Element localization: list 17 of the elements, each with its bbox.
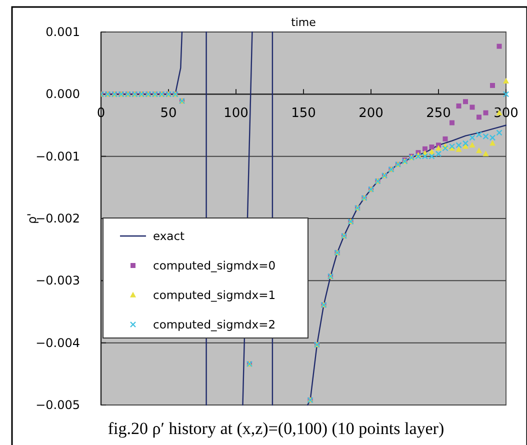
y-tick-label: −0.003 — [36, 274, 80, 288]
x-tick-label: 250 — [426, 106, 451, 122]
y-tick-label: −0.005 — [36, 398, 80, 412]
legend-label: exact — [153, 229, 186, 243]
y-tick-label: 0.000 — [46, 87, 80, 102]
x-axis-title: time — [291, 16, 316, 29]
legend-label: computed_sigmdx=0 — [153, 258, 276, 272]
y-tick-label: 0.001 — [46, 25, 80, 39]
x-tick-label: 200 — [358, 106, 384, 122]
x-tick-label: 150 — [291, 106, 316, 122]
y-tick-label: −0.004 — [36, 336, 80, 350]
x-tick-label: 100 — [224, 106, 248, 122]
x-tick-label: 50 — [160, 106, 177, 122]
y-tick-label: −0.001 — [36, 149, 80, 164]
legend-label: computed_sigmdx=1 — [153, 288, 276, 302]
text: fig.20 ρ′ history at (x,z)=(0,100) (10 points layer) — [108, 419, 444, 438]
legend-label: computed_sigmdx=2 — [153, 318, 276, 332]
